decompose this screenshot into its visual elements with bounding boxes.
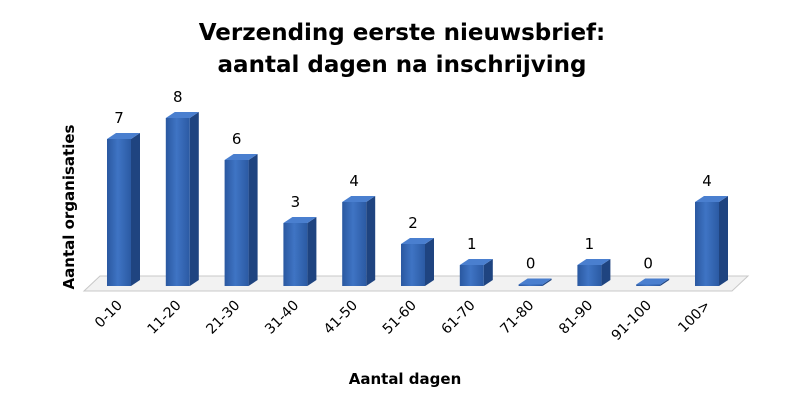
bar-front [283, 223, 308, 286]
x-tick-label: 71-80 [497, 298, 537, 338]
data-label: 4 [349, 172, 359, 190]
bar [283, 217, 317, 286]
bar-front [518, 284, 543, 286]
bar-side [719, 196, 728, 286]
bar-top [695, 196, 728, 202]
data-label: 0 [643, 255, 653, 273]
bar-side [660, 278, 670, 286]
bar-front [636, 284, 661, 286]
bar-top [342, 196, 376, 202]
data-label: 2 [408, 214, 418, 232]
bar [636, 278, 670, 286]
bar [224, 154, 258, 286]
bar [695, 196, 728, 286]
x-tick-label: 41-50 [321, 298, 361, 338]
bar-side [248, 154, 258, 286]
x-tick-label: 100> [675, 298, 714, 337]
data-label: 3 [291, 193, 301, 211]
bar-top [636, 278, 670, 285]
bar-front [695, 202, 719, 286]
bar-top [224, 154, 258, 160]
data-label: 1 [585, 235, 595, 253]
bar-side [307, 217, 317, 286]
data-label: 6 [232, 130, 242, 148]
bar-front [224, 160, 249, 286]
bar [518, 278, 552, 286]
bar-top [283, 217, 317, 223]
bar-top [107, 133, 140, 139]
x-tick-label: 31-40 [262, 298, 302, 338]
bar-top [459, 259, 493, 265]
bar-front [107, 139, 131, 286]
data-label: 4 [702, 172, 712, 190]
bar [577, 259, 611, 286]
bar-side [189, 112, 199, 286]
bar-top [577, 259, 611, 265]
bar [165, 112, 199, 286]
x-tick-label: 0-10 [92, 298, 126, 332]
bar-front [577, 265, 602, 286]
data-label: 7 [114, 109, 124, 127]
bar [107, 133, 140, 286]
x-tick-label: 81-90 [556, 298, 596, 338]
data-label: 8 [173, 88, 183, 106]
bar-side [483, 259, 493, 286]
x-tick-label: 51-60 [380, 298, 420, 338]
bar-top [165, 112, 199, 118]
data-label: 0 [526, 255, 536, 273]
chart-title-line2: aantal dagen na inschrijving [218, 52, 587, 78]
bar-side [542, 278, 552, 286]
bar-front [459, 265, 484, 286]
bar [342, 196, 376, 286]
bar-front [401, 244, 425, 286]
bar-front [342, 202, 367, 286]
bar [459, 259, 493, 286]
bar-side [425, 238, 434, 286]
bar [401, 238, 434, 286]
bar-side [601, 259, 611, 286]
x-tick-label: 91-100 [609, 298, 655, 344]
x-tick-label: 21-30 [203, 298, 243, 338]
x-tick-label: 11-20 [145, 298, 185, 338]
bar-front [165, 118, 190, 286]
y-axis-title: Aantal organisaties [60, 124, 78, 289]
bar-top [401, 238, 434, 244]
bar-side [131, 133, 140, 286]
bar-side [366, 196, 376, 286]
bar-top [518, 278, 552, 285]
x-axis-title: Aantal dagen [349, 370, 462, 388]
x-tick-label: 61-70 [439, 298, 479, 338]
data-label: 1 [467, 235, 477, 253]
chart-title-line1: Verzending eerste nieuwsbrief: [199, 20, 606, 46]
